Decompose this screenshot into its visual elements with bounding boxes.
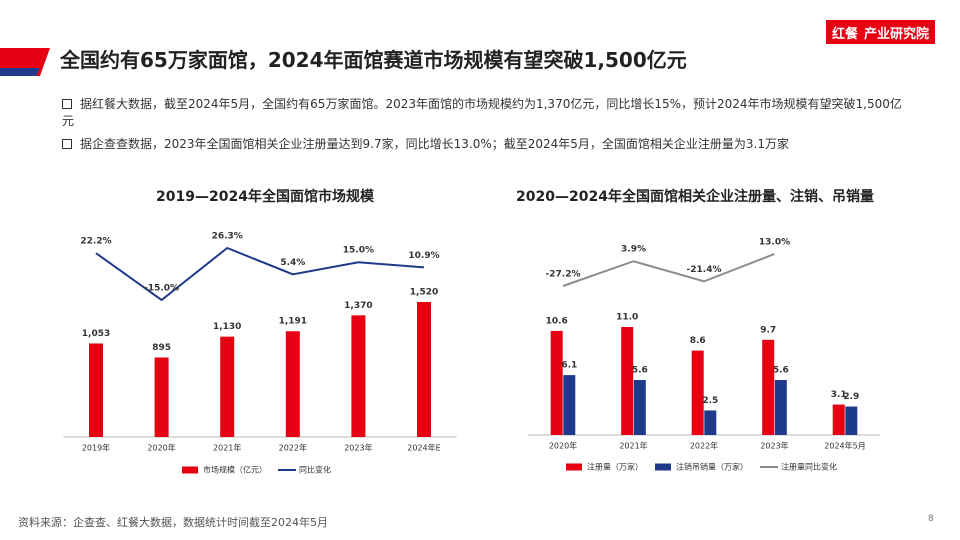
- legend-label: 市场规模（亿元）: [203, 465, 267, 475]
- data-label: 9.7: [760, 325, 776, 335]
- page-number: 8: [928, 514, 934, 524]
- bar: [154, 357, 169, 437]
- x-tick-label: 2023年: [760, 441, 788, 451]
- slide-title: 全国约有65万家面馆，2024年面馆赛道市场规模有望突破1,500亿元: [60, 48, 687, 72]
- legend-label: 注册量同比变化: [781, 462, 837, 472]
- legend-swatch: [655, 463, 671, 471]
- chart-title: 2019—2024年全国面馆市场规模: [156, 188, 375, 205]
- header-band: [0, 48, 50, 76]
- line: [95, 246, 425, 302]
- bullet-text: 据红餐大数据，截至2024年5月，全国约有65万家面馆。2023年面馆的市场规模…: [62, 97, 902, 128]
- chart-title: 2020—2024年全国面馆相关企业注册量、注销、吊销量: [516, 188, 874, 205]
- legend-swatch: [182, 466, 198, 474]
- bar: [220, 336, 235, 437]
- legend-label: 注销吊销量（万家）: [676, 462, 748, 472]
- legend-label: 同比变化: [299, 465, 331, 475]
- data-label: 8.6: [690, 336, 706, 346]
- logo: 红餐 产业研究院: [826, 20, 936, 44]
- data-label: 10.9%: [408, 251, 439, 261]
- data-label: 1,520: [410, 288, 438, 298]
- x-tick-label: 2024年5月: [824, 441, 865, 451]
- bullet-text: 据企查查数据，2023年全国面馆相关企业注册量达到9.7家，同比增长13.0%；…: [80, 137, 790, 151]
- x-tick-label: 2022年: [690, 441, 718, 451]
- data-label: 22.2%: [80, 237, 111, 247]
- source-note: 资料来源：企查查、红餐大数据，数据统计时间截至2024年5月: [18, 516, 328, 529]
- data-label: 895: [152, 343, 171, 353]
- bar: [89, 343, 103, 437]
- data-label: 3.9%: [621, 245, 646, 255]
- bar: [351, 315, 366, 437]
- x-tick-label: 2022年: [279, 443, 307, 453]
- data-label: 11.0: [616, 313, 638, 323]
- legend-swatch: [566, 463, 582, 471]
- bar: [691, 350, 704, 435]
- bar: [762, 339, 775, 435]
- data-label: 1,053: [82, 329, 110, 339]
- data-label: 2.9: [843, 392, 859, 402]
- data-label: -15.0%: [144, 284, 179, 294]
- x-tick-label: 2023年: [344, 443, 372, 453]
- data-label: -21.4%: [687, 265, 722, 275]
- data-label: 6.1: [561, 361, 577, 371]
- data-label: 26.3%: [212, 232, 243, 242]
- x-tick-label: 2024年E: [407, 443, 440, 453]
- data-label: 13.0%: [759, 238, 790, 248]
- data-label: 3.1: [831, 390, 847, 400]
- bar: [704, 410, 717, 435]
- legend-label: 注册量（万家）: [587, 462, 643, 472]
- data-label: 5.4%: [280, 258, 305, 268]
- charts: 2019—2024年全国面馆市场规模 2019年 2020年 2021年 2022年 20…: [63, 188, 881, 475]
- line: [562, 253, 775, 287]
- bar: [563, 375, 576, 435]
- data-label: 1,130: [213, 322, 241, 332]
- data-label: 1,370: [344, 301, 372, 311]
- bar: [845, 406, 858, 435]
- data-label: 10.6: [546, 316, 568, 326]
- x-tick-label: 2020年: [549, 441, 577, 451]
- bar: [832, 404, 845, 435]
- bar: [621, 327, 634, 435]
- x-tick-label: 2020年: [147, 443, 175, 453]
- x-tick-label: 2021年: [213, 443, 241, 453]
- data-label: -27.2%: [546, 270, 581, 280]
- bullet: 据企查查数据，2023年全国面馆相关企业注册量达到9.7家，同比增长13.0%；…: [62, 136, 912, 153]
- bar: [285, 331, 300, 437]
- bullet: 据红餐大数据，截至2024年5月，全国约有65万家面馆。2023年面馆的市场规模…: [62, 96, 912, 130]
- x-tick-label: 2021年: [619, 441, 647, 451]
- data-label: 5.6: [632, 366, 648, 376]
- data-label: 1,191: [279, 317, 307, 327]
- x-tick-label: 2019年: [82, 443, 110, 453]
- logo-mark: 红餐: [832, 26, 859, 42]
- bar: [417, 302, 431, 437]
- logo-text: 产业研究院: [864, 26, 930, 42]
- bar: [774, 380, 787, 435]
- data-label: 5.6: [773, 366, 789, 376]
- bar: [550, 330, 563, 435]
- bar: [633, 380, 646, 435]
- data-label: 15.0%: [343, 246, 374, 256]
- data-label: 2.5: [702, 396, 718, 406]
